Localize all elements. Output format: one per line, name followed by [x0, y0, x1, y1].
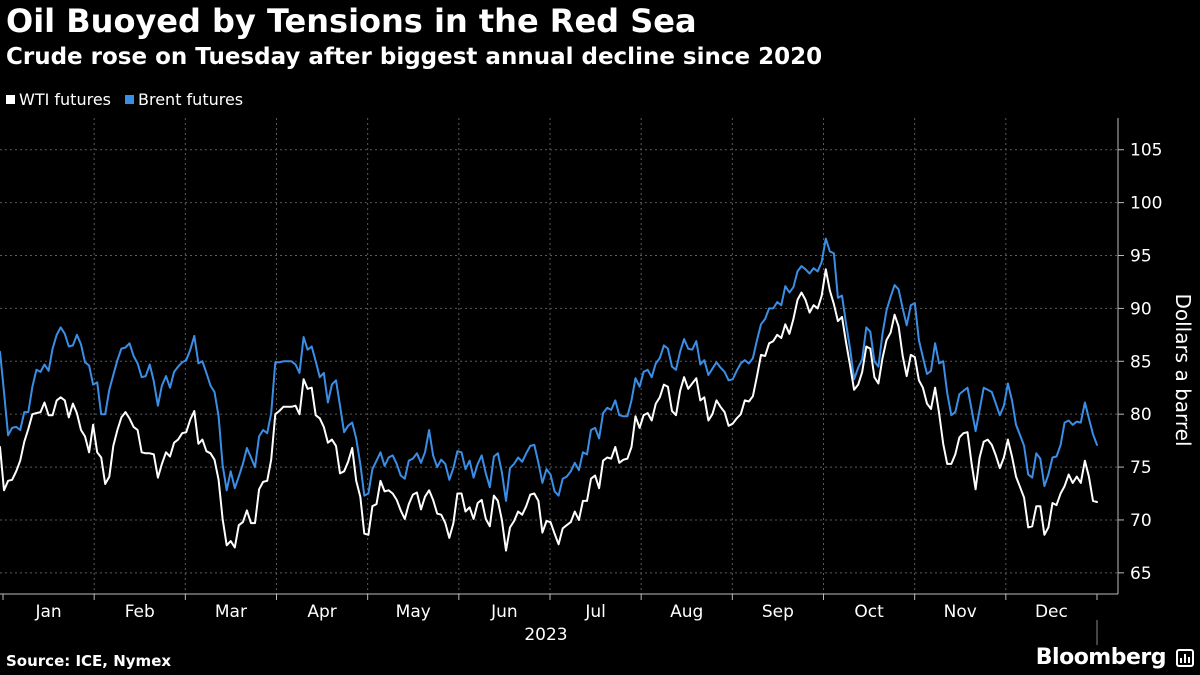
- bloomberg-logo: Bloomberg: [1035, 645, 1167, 670]
- legend-swatch-brent: [125, 95, 134, 104]
- series-line-wti: [0, 268, 1098, 552]
- legend-item-brent: Brent futures: [125, 90, 243, 109]
- x-tick-label-dec: Dec: [1035, 602, 1068, 622]
- x-tick-label-mar: Mar: [215, 602, 247, 622]
- axes: 65 70 75 80 85 90 95 100 105 Jan Feb Mar Apr May Jun Ju…: [0, 118, 1162, 645]
- x-tick-label-oct: Oct: [854, 602, 884, 622]
- y-tick-label-65: 65: [1130, 564, 1152, 584]
- grid-lines: [0, 118, 1118, 594]
- x-tick-label-aug: Aug: [670, 602, 703, 622]
- bloomberg-chart-icon: [1176, 649, 1194, 667]
- y-tick-label-100: 100: [1130, 194, 1162, 214]
- x-tick-label-jan: Jan: [34, 602, 61, 622]
- y-tick-label-80: 80: [1130, 405, 1152, 425]
- x-tick-label-jun: Jun: [490, 602, 518, 622]
- x-tick-label-nov: Nov: [944, 602, 977, 622]
- legend-swatch-wti: [6, 95, 15, 104]
- x-tick-label-sep: Sep: [762, 602, 794, 622]
- x-axis-year-label: 2023: [524, 625, 567, 645]
- y-tick-label-85: 85: [1130, 352, 1152, 372]
- chart-subtitle: Crude rose on Tuesday after biggest annu…: [6, 44, 823, 70]
- series-lines: [0, 237, 1098, 552]
- y-axis-label: Dollars a barrel: [1171, 293, 1195, 446]
- series-line-brent: [0, 237, 1098, 502]
- legend: WTI futures Brent futures: [6, 90, 243, 109]
- y-tick-label-105: 105: [1130, 141, 1162, 161]
- y-tick-label-90: 90: [1130, 299, 1152, 319]
- chart-title: Oil Buoyed by Tensions in the Red Sea: [6, 2, 697, 40]
- x-tick-label-feb: Feb: [125, 602, 155, 622]
- legend-label-brent: Brent futures: [138, 90, 244, 109]
- legend-label-wti: WTI futures: [19, 90, 111, 109]
- x-tick-label-may: May: [396, 602, 431, 622]
- y-tick-label-75: 75: [1130, 458, 1152, 478]
- legend-item-wti: WTI futures: [6, 90, 111, 109]
- y-tick-label-70: 70: [1130, 511, 1152, 531]
- x-tick-label-jul: Jul: [584, 602, 606, 622]
- y-tick-label-95: 95: [1130, 247, 1152, 267]
- x-tick-label-apr: Apr: [307, 602, 336, 622]
- source-note: Source: ICE, Nymex: [6, 652, 172, 670]
